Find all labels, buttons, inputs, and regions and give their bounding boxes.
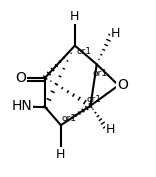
Text: or1: or1 [62,114,77,123]
Text: HN: HN [11,99,32,113]
Text: O: O [117,78,128,92]
Text: H: H [70,10,80,23]
Text: H: H [105,122,115,136]
Text: H: H [111,27,120,40]
Text: or1: or1 [76,47,91,56]
Text: or1: or1 [93,69,108,78]
Text: O: O [15,71,26,85]
Text: H: H [56,147,66,161]
Text: or1: or1 [87,95,102,104]
